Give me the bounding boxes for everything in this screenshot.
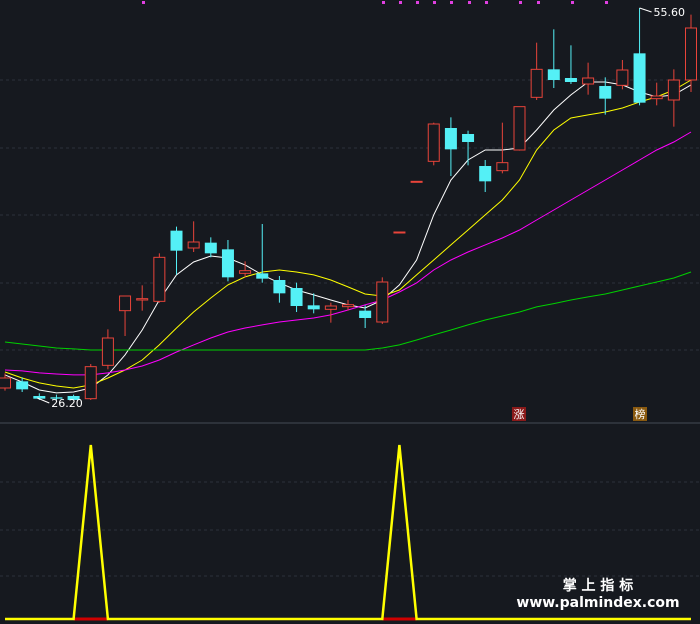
indicator-line xyxy=(5,444,691,621)
marker: 榜 xyxy=(635,407,646,421)
candle-body xyxy=(84,366,97,400)
candle-body xyxy=(0,377,11,389)
candle-body xyxy=(239,270,252,274)
watermark-title: 掌 上 指 标 xyxy=(563,577,634,594)
candle-body xyxy=(324,305,337,310)
candle-body xyxy=(530,68,543,98)
candle-body xyxy=(650,95,663,100)
candle-body xyxy=(119,295,132,312)
candle-body xyxy=(410,180,423,183)
dot xyxy=(519,1,522,4)
dot xyxy=(382,1,385,4)
dot xyxy=(485,1,488,4)
candle-body xyxy=(582,77,595,85)
candle-body xyxy=(170,230,183,251)
dot xyxy=(142,1,145,4)
candle-body xyxy=(187,241,200,249)
candle-body xyxy=(564,78,577,82)
candles xyxy=(0,8,697,400)
candle-body xyxy=(599,86,612,99)
candle-body xyxy=(616,69,629,86)
candle-body xyxy=(67,396,80,400)
annotation-leader xyxy=(37,397,50,404)
candle-body xyxy=(685,27,697,81)
candle-body xyxy=(496,162,509,172)
dot xyxy=(468,1,471,4)
candle-body xyxy=(221,249,234,278)
candle-body xyxy=(444,128,457,150)
candle-body xyxy=(547,69,560,80)
candle-body xyxy=(462,134,475,142)
moving-average-line xyxy=(4,271,692,351)
watermark-url: www.palmindex.com xyxy=(516,595,679,611)
candle-body xyxy=(256,273,269,279)
candle-body xyxy=(153,256,166,302)
grid xyxy=(0,79,700,577)
candle-body xyxy=(50,397,63,399)
marker-box xyxy=(633,407,647,421)
moving-average-line xyxy=(4,79,692,389)
candle-body xyxy=(513,106,526,151)
candle-body xyxy=(633,53,646,103)
dot xyxy=(571,1,574,4)
candle-body xyxy=(342,304,354,308)
candle-body xyxy=(33,396,46,399)
marker: 涨 xyxy=(514,408,525,421)
candle-body xyxy=(136,298,149,301)
dot xyxy=(605,1,608,4)
candle-body xyxy=(290,288,303,306)
candle-body xyxy=(667,79,680,101)
dot xyxy=(416,1,419,4)
dot xyxy=(450,1,453,4)
annotation-leader xyxy=(639,7,652,13)
candle-body xyxy=(393,231,406,234)
dot xyxy=(537,1,540,4)
annotation: 55.60 xyxy=(654,6,686,19)
candle-body xyxy=(16,381,29,390)
candle-body xyxy=(427,123,440,162)
candle-body xyxy=(273,280,286,294)
candle-body xyxy=(479,166,492,182)
candle-body xyxy=(376,281,389,323)
marker-box xyxy=(512,407,526,421)
dot xyxy=(399,1,402,4)
dot xyxy=(433,1,436,4)
candle-body xyxy=(204,242,217,254)
annotation: 26.20 xyxy=(51,397,83,410)
candle-body xyxy=(307,305,320,310)
candle-body xyxy=(359,310,372,318)
candle-body xyxy=(101,337,114,366)
top-dots xyxy=(142,1,608,4)
